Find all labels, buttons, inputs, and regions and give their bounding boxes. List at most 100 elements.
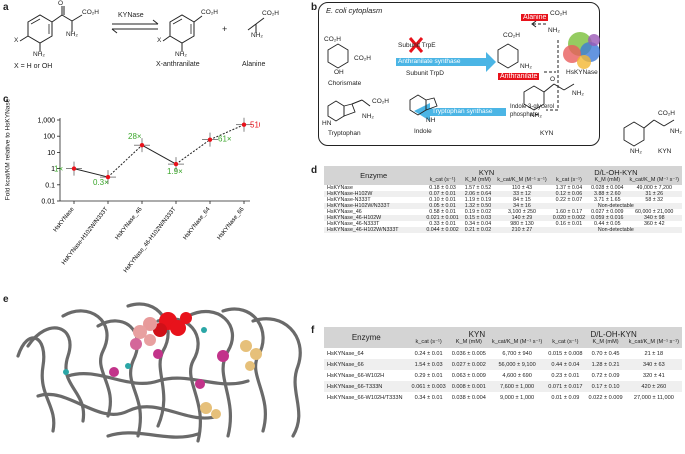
value-cell: 0.027 ± 0.009 xyxy=(591,209,624,215)
atom-nh2: NH₂ xyxy=(670,128,682,135)
atom-nh2: NH₂ xyxy=(630,148,642,155)
x-tick-label: HsKYNase xyxy=(53,206,76,233)
protein-ribbon xyxy=(16,302,302,443)
subheader: k_cat (s⁻¹) xyxy=(415,339,442,345)
table-row: HsKYNase_46-H102W 0.021 ± 0.001 0.15 ± 0.0… xyxy=(324,215,682,221)
panel-a-scheme xyxy=(19,6,265,52)
value-cell: 0.22 ± 0.07 xyxy=(555,197,583,203)
series-line-segment xyxy=(209,124,245,141)
panel-b-arrows xyxy=(327,20,675,147)
value-cell: 56,000 ± 9,100 xyxy=(498,361,536,368)
value-cell: 0.58 ± 0.01 xyxy=(429,209,456,215)
protein-structure-render xyxy=(16,302,302,443)
fold-annotation: 28× xyxy=(128,132,142,141)
enzyme-cell: HsKYNase_46-H102W xyxy=(327,215,382,221)
value-cell: 0.18 ± 0.03 xyxy=(429,185,456,191)
atom-nh2: NH₂ xyxy=(530,112,542,119)
value-cell: 0.036 ± 0.005 xyxy=(451,350,486,357)
subheader: k_cat (s⁻¹) xyxy=(552,339,579,345)
data-point xyxy=(105,174,111,180)
subheader: k_cat/K_M (M⁻¹ s⁻¹) xyxy=(497,177,547,183)
table-row: HsKYNase_66 1.54 ± 0.03 0.027 ± 0.002 56,00… xyxy=(324,359,682,370)
x-tick-label: HsKYNase_66 xyxy=(217,206,246,241)
chorismate-label: Chorismate xyxy=(328,80,362,87)
indole-glycerol-phosphate-label: Indole 3-glycerol phosphate xyxy=(510,104,555,118)
value-cell: 21 ± 18 xyxy=(644,350,664,357)
col-enzyme: Enzyme xyxy=(351,333,381,342)
kinetics-table-d: Enzyme KYN D/L-OH-KYN k_cat (s⁻¹) K_M (mM… xyxy=(324,166,682,233)
enzyme-cell: HsKYNase_46-N333T xyxy=(327,221,380,227)
enzyme-cell: HsKYNase_66-W102H/T333N xyxy=(327,394,403,401)
chart-ylabel: Fold kcat/KM relative to HsKYNase xyxy=(4,98,12,201)
cytoplasm-box xyxy=(318,2,600,146)
value-cell: 0.12 ± 0.06 xyxy=(555,191,583,197)
atom-nh2: NH₂ xyxy=(251,32,263,39)
chart-plot: 1,0001001010.10.01HsKYNaseHsKYNase-H102W… xyxy=(37,118,268,275)
value-cell: 1.28 ± 0.21 xyxy=(591,361,620,368)
y-tick-label: 100 xyxy=(43,134,55,141)
table-row: HsKYNase_46 0.58 ± 0.01 0.19 ± 0.02 3,100 ±… xyxy=(324,209,682,215)
value-cell: 0.071 ± 0.017 xyxy=(548,383,583,390)
value-cell: 0.15 ± 0.03 xyxy=(464,215,492,221)
tryptophan-synthase-label: Tryptophan synthase xyxy=(432,108,493,115)
value-cell: 84 ± 15 xyxy=(513,197,531,203)
atom-nh: NH xyxy=(426,117,436,124)
data-point xyxy=(173,161,179,167)
value-cell: 0.022 ± 0.009 xyxy=(588,394,623,401)
data-point xyxy=(241,122,247,127)
value-cell: 210 ± 27 xyxy=(511,227,533,233)
x-tick-label: HsKYNase_46 xyxy=(115,206,144,241)
plus-sign: + xyxy=(222,24,228,34)
value-cell: Non-detectable xyxy=(597,227,634,233)
series-line-segment xyxy=(175,139,211,165)
value-cell: 0.16 ± 0.01 xyxy=(555,221,583,227)
fold-annotation: 1.9× xyxy=(167,167,183,176)
alanine-badge: Alanine xyxy=(521,14,549,21)
value-cell: 2.06 ± 0.64 xyxy=(464,191,492,197)
atom-nh2: NH₂ xyxy=(175,51,187,58)
table-row: HsKYNase_46-H102W/N333T 0.044 ± 0.002 0.21… xyxy=(324,227,682,233)
atom-co2h: CO₂H xyxy=(503,32,520,39)
value-cell: 110 ± 43 xyxy=(511,185,533,191)
enzyme-cell: HsKYNase-N333T xyxy=(327,197,371,203)
atom-co2h: CO₂H xyxy=(550,10,567,17)
value-cell: 420 ± 260 xyxy=(641,383,667,390)
panel-label-d: d xyxy=(311,165,318,176)
group-ohkyn: D/L-OH-KYN xyxy=(594,168,638,177)
panel-label-f: f xyxy=(311,325,315,336)
subheader: k_cat/K_M (M⁻¹ s⁻¹) xyxy=(628,339,679,345)
atom-o: O xyxy=(58,0,64,7)
atom-co2h: CO₂H xyxy=(82,9,99,16)
fold-annotation: 61× xyxy=(218,135,232,144)
value-cell: 0.01 ± 0.09 xyxy=(551,394,580,401)
value-cell: 0.015 ± 0.008 xyxy=(548,350,583,357)
atom-co2h: CO₂H xyxy=(658,110,675,117)
table-row: HsKYNase_64 0.24 ± 0.01 0.036 ± 0.005 6,700… xyxy=(324,348,682,359)
subheader: K_M (mM) xyxy=(455,339,482,345)
enzyme-cell: HsKYNase_64 xyxy=(327,350,364,357)
value-cell: 33 ± 12 xyxy=(513,191,531,197)
value-cell: 980 ± 130 xyxy=(510,221,534,227)
data-point xyxy=(71,166,77,171)
value-cell: 320 ± 41 xyxy=(642,372,665,379)
value-cell: 0.33 ± 0.01 xyxy=(429,221,456,227)
table-row: HsKYNase_66-W102H/T333N 0.34 ± 0.01 0.038 … xyxy=(324,392,682,403)
value-cell: 1.54 ± 0.03 xyxy=(414,361,443,368)
table-row: HsKYNase-H102W/N333T 0.05 ± 0.01 1.32 ± 0.… xyxy=(324,203,682,209)
value-cell: 0.19 ± 0.02 xyxy=(464,209,492,215)
group-ohkyn: D/L-OH-KYN xyxy=(590,330,637,339)
y-tick-label: 10 xyxy=(47,150,55,157)
atom-nh2: NH₂ xyxy=(548,27,560,34)
value-cell: 0.063 ± 0.009 xyxy=(451,372,486,379)
value-cell: 340 ± 98 xyxy=(643,215,665,221)
value-cell: 0.34 ± 0.04 xyxy=(464,221,492,227)
tryptophan-label: Tryptophan xyxy=(328,130,361,137)
value-cell: 0.10 ± 0.01 xyxy=(429,197,456,203)
atom-co2h: CO₂H xyxy=(372,98,389,105)
subheader: k_cat (s⁻¹) xyxy=(556,177,582,183)
table-row: HsKYNase_46-N333T 0.33 ± 0.01 0.34 ± 0.04 9… xyxy=(324,221,682,227)
table-row: HsKYNase_66-W102H 0.29 ± 0.01 0.063 ± 0.00… xyxy=(324,370,682,381)
anthranilate-badge: Anthranilate xyxy=(498,73,540,80)
active-site-spheres xyxy=(63,312,262,419)
atom-nh2: NH₂ xyxy=(520,63,532,70)
